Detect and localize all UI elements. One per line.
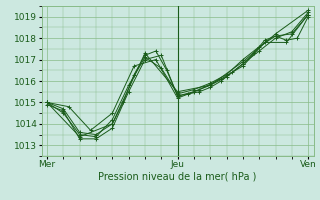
X-axis label: Pression niveau de la mer( hPa ): Pression niveau de la mer( hPa )	[99, 172, 257, 182]
